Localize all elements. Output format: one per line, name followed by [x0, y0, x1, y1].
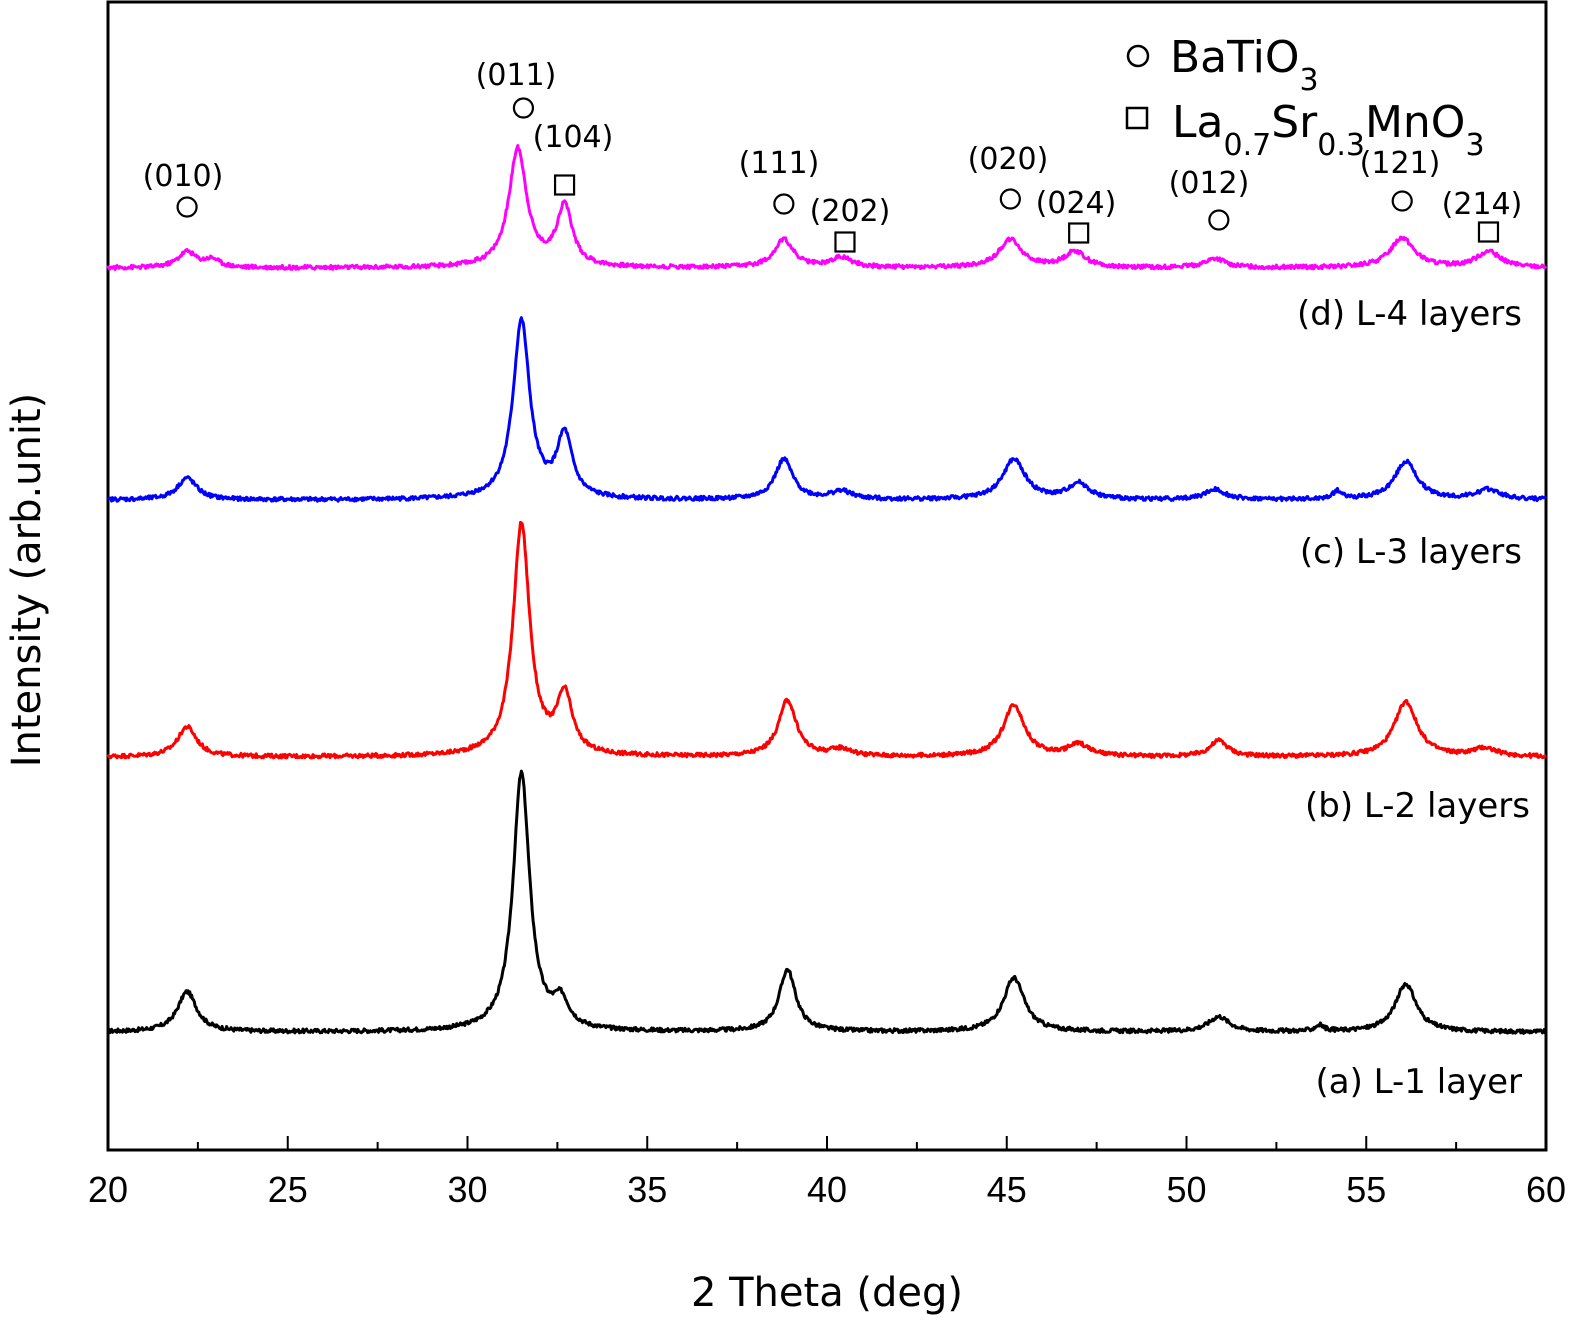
legend-entry-lsmo: La0.7Sr0.3MnO3 [1125, 97, 1485, 163]
batio3-marker-icon [1208, 209, 1230, 231]
x-tick-label: 30 [447, 1169, 487, 1210]
series-labels: (a) L-1 layer (b) L-2 layers (c) L-3 layer… [1297, 294, 1530, 1102]
batio3-marker-icon [176, 196, 198, 218]
lsmo-marker-icon [1068, 222, 1090, 244]
legend-entry-batio3: BaTiO3 [1126, 32, 1319, 98]
hkl-label: (024) [1036, 186, 1117, 221]
lsmo-marker-icon [553, 174, 576, 196]
hkl-label: (214) [1442, 187, 1523, 222]
series-line [106, 144, 1548, 271]
series-label: (c) L-3 layers [1300, 532, 1522, 572]
x-tick-label: 55 [1346, 1169, 1386, 1210]
series-group [106, 144, 1548, 1035]
legend-label-batio3: BaTiO3 [1170, 32, 1319, 98]
hkl-label: (104) [533, 120, 614, 155]
x-axis-title: 2 Theta (deg) [691, 1270, 963, 1316]
series-line [106, 520, 1547, 760]
hkl-label: (121) [1360, 146, 1441, 181]
x-tick-label: 50 [1166, 1169, 1206, 1210]
x-tick-label: 60 [1526, 1169, 1566, 1210]
series-line [107, 316, 1548, 503]
series-label: (b) L-2 layers [1305, 786, 1530, 826]
series-label: (d) L-4 layers [1297, 294, 1522, 334]
batio3-marker-icon [999, 188, 1021, 210]
x-axis-ticks: 20 25 30 35 40 45 50 55 60 [88, 1136, 1566, 1210]
lsmo-marker-icon [1477, 221, 1500, 243]
x-tick-label: 40 [807, 1169, 847, 1210]
legend-label-lsmo: La0.7Sr0.3MnO3 [1172, 97, 1485, 163]
hkl-label: (202) [810, 194, 891, 229]
hkl-label: (111) [739, 146, 820, 181]
series-line [107, 769, 1548, 1035]
x-tick-label: 20 [88, 1169, 128, 1210]
circle-marker-icon [1126, 44, 1150, 68]
series-label: (a) L-1 layer [1315, 1062, 1522, 1102]
y-axis-title: Intensity (arb.unit) [4, 393, 50, 768]
hkl-label: (011) [476, 58, 557, 93]
lsmo-marker-icon [834, 231, 856, 253]
legend: BaTiO3 La0.7Sr0.3MnO3 [1125, 32, 1485, 163]
x-tick-label: 25 [268, 1169, 308, 1210]
batio3-marker-icon [773, 193, 795, 215]
batio3-marker-icon [512, 97, 535, 119]
x-tick-label: 35 [627, 1169, 667, 1210]
x-tick-label: 45 [987, 1169, 1027, 1210]
hkl-label: (010) [143, 159, 224, 194]
hkl-label: (012) [1169, 166, 1250, 201]
plot-frame [106, 0, 1548, 1152]
square-marker-icon [1125, 106, 1149, 130]
peak-annotations: (010) (011) (104) (111) (202) (020) (024) (012)… [143, 58, 1523, 253]
hkl-label: (020) [968, 142, 1049, 177]
batio3-marker-icon [1391, 190, 1413, 212]
